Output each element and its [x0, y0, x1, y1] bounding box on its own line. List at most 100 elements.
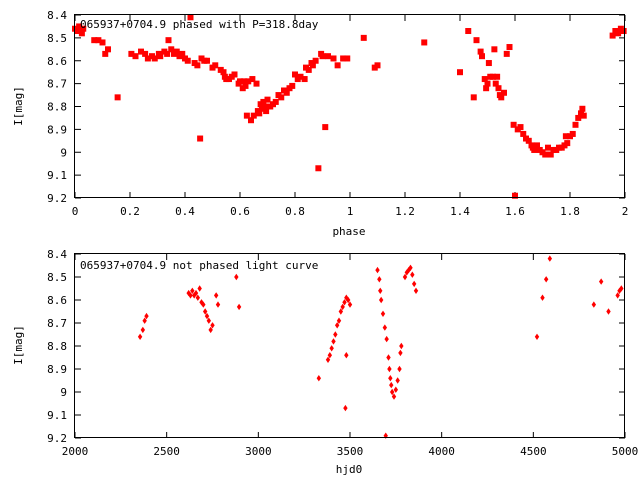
phased-data-point — [525, 137, 532, 144]
raw-data-point — [338, 308, 344, 315]
raw-data-points — [137, 255, 624, 439]
raw-data-point — [215, 301, 221, 308]
phased-data-point — [481, 76, 488, 83]
phased-data-point — [312, 57, 319, 64]
phased-data-point — [491, 46, 498, 53]
raw-data-point — [137, 333, 143, 340]
raw-data-point — [395, 377, 400, 384]
phased-data-point — [289, 82, 296, 89]
phased-y-axis-label: I[mag] — [12, 86, 25, 126]
phased-data-point — [243, 112, 250, 119]
raw-data-point — [210, 322, 215, 329]
phased-data-point — [374, 62, 381, 69]
phased-data-point — [76, 23, 83, 30]
phased-x-tick-label: 0.2 — [120, 205, 140, 218]
phased-data-point — [495, 85, 502, 92]
phased-data-point — [220, 69, 227, 76]
raw-x-tick-label: 2000 — [62, 445, 89, 458]
raw-data-point — [236, 303, 242, 311]
raw-y-tick-label: 8.8 — [47, 340, 67, 353]
raw-data-point — [342, 299, 347, 306]
phased-data-point — [204, 57, 210, 64]
raw-data-point — [543, 276, 549, 283]
raw-data-point — [378, 287, 383, 294]
phased-data-point — [173, 48, 180, 55]
phased-data-point — [272, 98, 279, 105]
raw-data-point — [195, 294, 201, 301]
phased-data-point — [506, 44, 513, 51]
raw-chart-title: 065937+0704.9 not phased light curve — [80, 259, 318, 272]
raw-data-point — [386, 354, 391, 361]
raw-x-tick-label: 4500 — [520, 445, 547, 458]
phased-data-point — [517, 124, 524, 131]
phased-data-point — [245, 78, 252, 85]
raw-data-point — [397, 365, 402, 373]
phased-data-point — [250, 112, 257, 119]
raw-data-point — [336, 317, 342, 324]
phased-data-point — [263, 108, 270, 115]
raw-data-point — [327, 352, 333, 359]
phased-data-point — [144, 55, 151, 62]
phased-y-tick-label: 8.8 — [47, 101, 67, 114]
raw-x-axis-label: hjd0 — [336, 463, 363, 476]
raw-data-point — [402, 273, 408, 281]
phased-data-point — [319, 53, 326, 60]
raw-data-point — [382, 324, 388, 331]
phased-y-tick-label: 8.4 — [47, 9, 67, 22]
raw-data-point — [380, 310, 386, 317]
raw-y-tick-label: 8.4 — [47, 248, 67, 261]
phased-y-tick-label: 8.6 — [47, 55, 67, 68]
phased-y-tick-label: 9.2 — [47, 192, 67, 205]
phased-data-point — [334, 62, 341, 69]
phased-data-point — [114, 94, 121, 101]
raw-data-point — [377, 276, 382, 283]
phased-data-point — [564, 140, 571, 147]
phased-data-point — [194, 62, 201, 69]
phased-data-point — [256, 110, 263, 117]
raw-data-point — [534, 333, 540, 340]
phased-data-point — [157, 53, 164, 60]
raw-x-tick-label: 2500 — [153, 445, 180, 458]
raw-data-point — [197, 285, 202, 292]
phased-x-tick-label: 0.4 — [175, 205, 195, 218]
raw-data-point — [206, 317, 212, 324]
raw-data-point — [399, 342, 404, 350]
phased-data-point — [241, 78, 248, 85]
raw-y-tick-label: 8.5 — [47, 271, 67, 284]
phased-data-point — [492, 80, 499, 87]
phased-y-tick-label: 9.1 — [47, 169, 67, 182]
raw-data-point — [234, 273, 239, 281]
raw-data-point — [408, 264, 413, 271]
phased-light-curve-panel: 8.4 8.5 8.6 8.7 8.8 8.9 9 9.1 9.2 0 0.2 0.4 0.6 0.8 1… — [12, 9, 628, 238]
phased-data-point — [95, 37, 102, 44]
raw-data-point — [340, 303, 345, 311]
phased-data-point — [315, 165, 322, 172]
raw-data-point — [329, 345, 334, 352]
raw-data-point — [384, 335, 389, 343]
raw-data-point — [347, 301, 353, 308]
phased-data-point — [512, 192, 518, 199]
phased-axis-ticks — [74, 14, 626, 199]
phased-y-tick-labels: 8.4 8.5 8.6 8.7 8.8 8.9 9 9.1 9.2 — [47, 9, 67, 205]
raw-data-point — [598, 278, 604, 285]
phased-x-tick-label: 0 — [72, 205, 79, 218]
phased-data-point — [473, 37, 480, 44]
phased-data-point — [545, 144, 551, 151]
phased-data-point — [579, 105, 586, 112]
phased-data-point — [510, 121, 517, 128]
phased-data-point — [569, 130, 576, 137]
phased-data-point — [325, 53, 331, 60]
phased-data-point — [479, 53, 485, 60]
raw-data-point — [204, 312, 210, 320]
phased-data-point — [248, 117, 254, 124]
phased-data-point — [128, 50, 135, 57]
raw-data-point — [199, 299, 204, 306]
raw-data-point — [331, 338, 336, 345]
raw-data-point — [606, 308, 611, 315]
phased-data-point — [421, 39, 428, 46]
phased-data-point — [249, 76, 256, 83]
phased-data-point — [187, 14, 194, 21]
raw-data-point — [378, 296, 384, 304]
raw-data-point — [393, 386, 399, 393]
